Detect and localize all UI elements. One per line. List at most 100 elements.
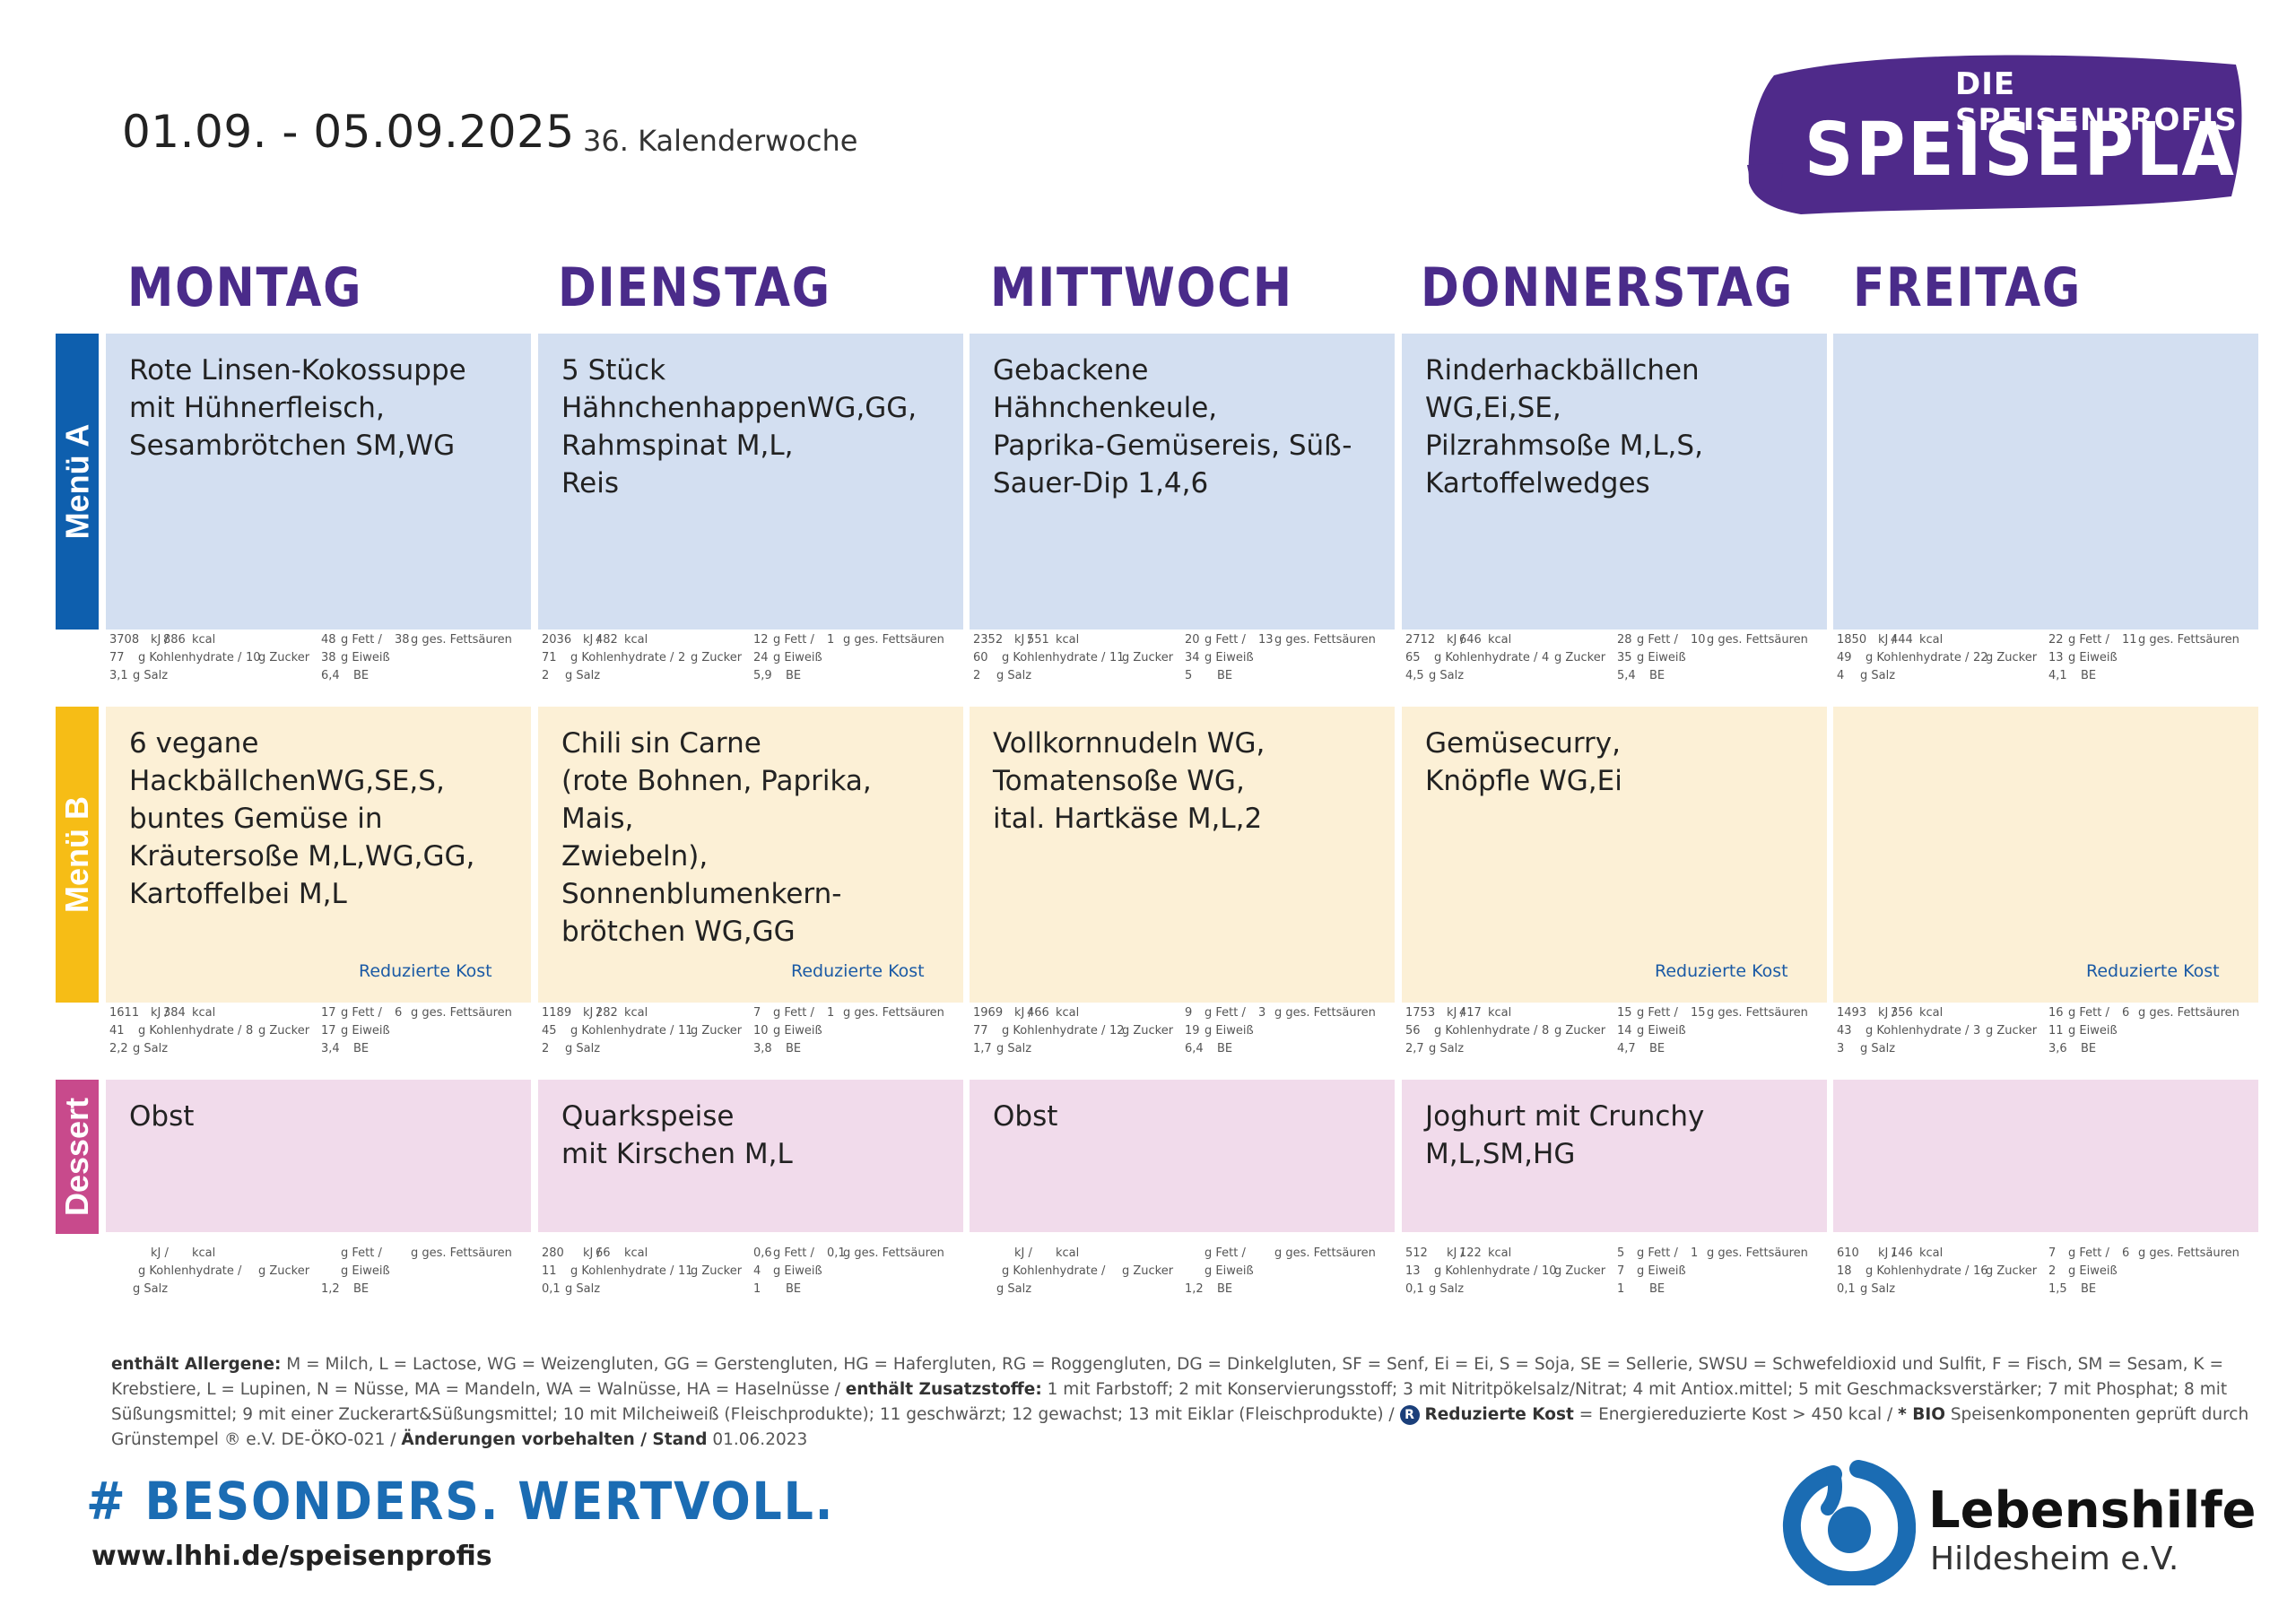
nutrition-value: 34	[1185, 651, 1200, 664]
nutrition-value: 3,8	[753, 1042, 772, 1055]
nutrition-value: g Fett /	[1637, 1246, 1678, 1260]
nutrition-value: g Kohlenhydrate /	[1002, 651, 1106, 664]
nutrition-value: g Salz	[133, 669, 169, 682]
nutrition-value: g Fett /	[2068, 1246, 2109, 1260]
nutrition-info: 1850 kJ /444 kcal 22 g Fett / 11 g ges. Fettsä…	[1833, 633, 2258, 687]
nutrition-value: g Kohlenhydrate /	[1434, 1024, 1538, 1038]
legend-bio-text: Speisenkomponenten geprüft durch Grünste…	[111, 1405, 2249, 1449]
nutrition-value: 6,4	[1185, 1042, 1204, 1055]
nutrition-value: 35	[1617, 651, 1632, 664]
nutrition-value: 417	[1459, 1006, 1482, 1020]
logo-title: SPEISEPLAN	[1805, 108, 2296, 193]
nutrition-value: 1	[1691, 1246, 1699, 1260]
nutrition-info: 1611 kJ /384 kcal 17 g Fett / 6 g ges. Fettsäu…	[106, 1006, 531, 1060]
nutrition-value: 444	[1891, 633, 1913, 647]
nutrition-value: g ges. Fettsäuren	[411, 633, 512, 647]
nutrition-value: 18	[1837, 1264, 1852, 1278]
nutrition-value: g Kohlenhydrate /	[1866, 1024, 1970, 1038]
nutrition-value: g Salz	[565, 1042, 601, 1055]
nutrition-value: kJ /	[1447, 1246, 1465, 1260]
legend-bio-label: * BIO	[1898, 1405, 1945, 1424]
nutrition-value: g Eiweiß	[341, 1264, 390, 1278]
nutrition-value: 41	[109, 1024, 125, 1038]
nutrition-value: 122	[1459, 1246, 1482, 1260]
nutrition-value: g Kohlenhydrate /	[1002, 1264, 1106, 1278]
meal-cell: Joghurt mit Crunchy M,L,SM,HG	[1402, 1080, 1827, 1232]
nutrition-value: g ges. Fettsäuren	[1274, 1006, 1376, 1020]
nutrition-value: kcal	[624, 1006, 648, 1020]
nutrition-value: g Zucker	[1122, 651, 1174, 664]
nutrition-value: 3,1	[109, 669, 128, 682]
nutrition-value: kcal	[624, 1246, 648, 1260]
nutrition-value: 19	[1185, 1024, 1200, 1038]
nutrition-value: 1,7	[973, 1042, 992, 1055]
nutrition-value: g ges. Fettsäuren	[843, 1006, 944, 1020]
nutrition-value: 14	[1617, 1024, 1632, 1038]
lebenshilfe-logo-icon	[1782, 1460, 1916, 1585]
nutrition-value: g Fett /	[341, 1246, 382, 1260]
nutrition-value: 10	[1691, 633, 1706, 647]
nutrition-value: 0,1	[1405, 1282, 1424, 1296]
website-link[interactable]: www.lhhi.de/speisenprofis	[91, 1541, 492, 1572]
meal-cell: Rote Linsen-Kokossuppe mit Hühnerfleisch…	[106, 334, 531, 630]
nutrition-value: BE	[2081, 1042, 2097, 1055]
nutrition-value: g Eiweiß	[773, 651, 822, 664]
nutrition-value: g Zucker	[258, 651, 310, 664]
row-label-text: Menü B	[58, 796, 95, 913]
nutrition-value: kJ /	[1014, 633, 1032, 647]
nutrition-info: 2712 kJ /646 kcal 28 g Fett / 10 g ges. Fettsä…	[1402, 633, 1827, 687]
nutrition-value: 11	[678, 1264, 693, 1278]
nutrition-value: 1	[827, 1006, 835, 1020]
nutrition-value: 10	[246, 651, 261, 664]
nutrition-value: g Fett /	[1205, 1246, 1246, 1260]
nutrition-value: g Zucker	[1122, 1024, 1174, 1038]
nutrition-value: 22	[2048, 633, 2064, 647]
nutrition-value: kcal	[1056, 1006, 1080, 1020]
nutrition-value: g Eiweiß	[2068, 651, 2118, 664]
nutrition-value: g Zucker	[1554, 651, 1606, 664]
meal-cell: Quarkspeise mit Kirschen M,L	[538, 1080, 963, 1232]
nutrition-value: g Zucker	[1986, 1024, 2038, 1038]
nutrition-value: g Salz	[996, 1282, 1032, 1296]
nutrition-value: 2	[542, 1042, 550, 1055]
nutrition-value: 10	[753, 1024, 769, 1038]
nutrition-value: kJ /	[1878, 633, 1896, 647]
nutrition-value: g Kohlenhydrate /	[138, 1024, 242, 1038]
nutrition-value: 7	[753, 1006, 761, 1020]
nutrition-value: kcal	[192, 1006, 216, 1020]
nutrition-value: g Fett /	[341, 1006, 382, 1020]
nutrition-value: 646	[1459, 633, 1482, 647]
day-header-3: DONNERSTAG	[1421, 256, 1794, 319]
nutrition-value: 24	[753, 651, 769, 664]
reduced-diet-tag: Reduzierte Kost	[2086, 961, 2220, 981]
nutrition-value: g ges. Fettsäuren	[2138, 1246, 2239, 1260]
nutrition-value: g ges. Fettsäuren	[1707, 1246, 1808, 1260]
nutrition-value: kcal	[1919, 1006, 1944, 1020]
nutrition-value: 2	[678, 651, 686, 664]
nutrition-value: g Kohlenhydrate /	[570, 651, 674, 664]
nutrition-value: 2,7	[1405, 1042, 1424, 1055]
nutrition-value: 48	[321, 633, 336, 647]
legend-reduziert-text: = Energiereduzierte Kost > 450 kcal /	[1573, 1405, 1899, 1424]
nutrition-value: g Salz	[565, 669, 601, 682]
nutrition-value: BE	[353, 669, 370, 682]
nutrition-value: 1493	[1837, 1006, 1867, 1020]
legend-stand-label: Änderungen vorbehalten / Stand	[401, 1430, 708, 1449]
nutrition-value: kJ /	[1447, 1006, 1465, 1020]
nutrition-value: 2	[973, 669, 981, 682]
nutrition-value: g Zucker	[258, 1264, 310, 1278]
nutrition-value: 280	[542, 1246, 564, 1260]
nutrition-value: g Fett /	[1205, 633, 1246, 647]
nutrition-value: 8	[246, 1024, 254, 1038]
nutrition-value: 482	[596, 633, 618, 647]
nutrition-value: 3	[1837, 1042, 1845, 1055]
nutrition-value: kcal	[1488, 1006, 1512, 1020]
nutrition-value: g ges. Fettsäuren	[843, 1246, 944, 1260]
nutrition-value: g Kohlenhydrate /	[570, 1264, 674, 1278]
legend: enthält Allergene: M = Milch, L = Lactos…	[111, 1352, 2264, 1453]
nutrition-value: g ges. Fettsäuren	[1707, 633, 1808, 647]
nutrition-value: 8	[1542, 1024, 1550, 1038]
nutrition-value: kJ /	[151, 1006, 169, 1020]
nutrition-value: 66	[596, 1246, 611, 1260]
row-label-text: Menü A	[58, 423, 95, 540]
